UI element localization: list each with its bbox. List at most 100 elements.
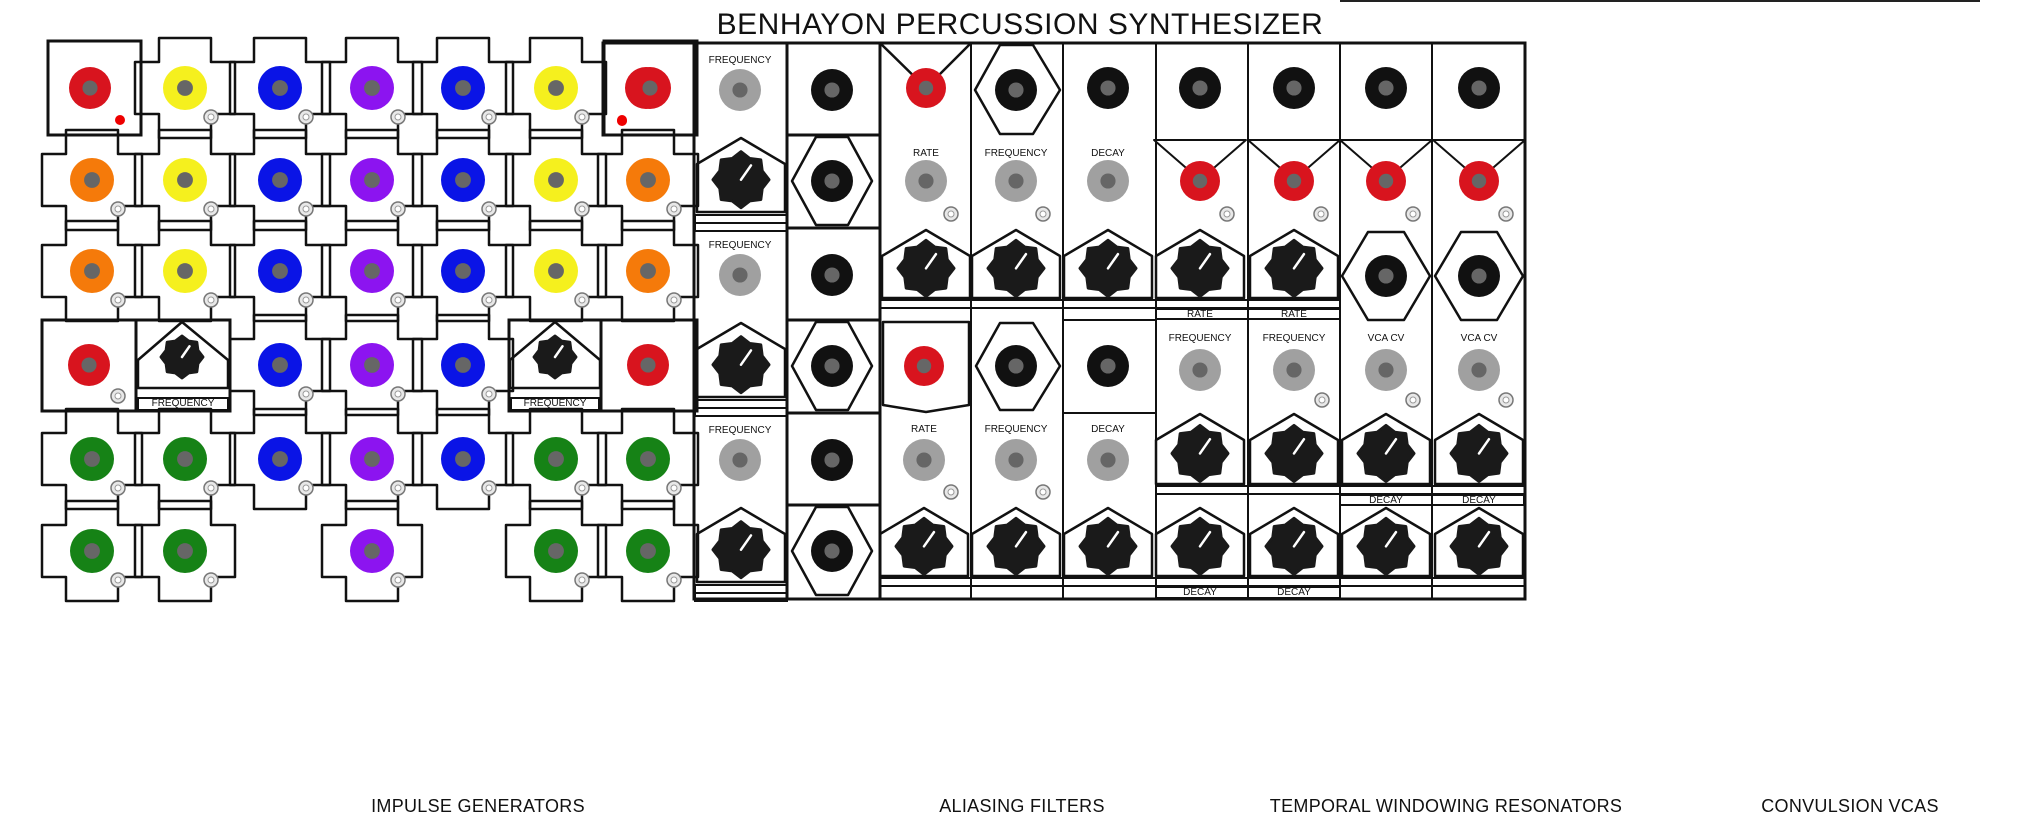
resonator-output-jack[interactable] bbox=[995, 345, 1037, 387]
frequency-knob-jack[interactable] bbox=[719, 254, 761, 296]
knob[interactable] bbox=[711, 150, 771, 210]
impulse-trigger-jack[interactable] bbox=[69, 67, 111, 109]
frequency-knob-jack[interactable] bbox=[995, 160, 1037, 202]
purple-jack[interactable] bbox=[350, 343, 394, 387]
resonator-trigger-jack[interactable] bbox=[906, 68, 946, 108]
vca_cv-knob-jack[interactable] bbox=[1365, 349, 1407, 391]
knob[interactable] bbox=[1170, 423, 1230, 483]
knob[interactable] bbox=[894, 516, 954, 576]
frequency-knob-jack[interactable] bbox=[719, 69, 761, 111]
knob[interactable] bbox=[1170, 238, 1230, 298]
resonator-output-jack[interactable] bbox=[1087, 345, 1129, 387]
knob[interactable] bbox=[986, 516, 1046, 576]
rate-knob-jack[interactable] bbox=[905, 160, 947, 202]
blue-jack[interactable] bbox=[441, 437, 485, 481]
filter-output-jack[interactable] bbox=[811, 254, 853, 296]
knob[interactable] bbox=[711, 335, 771, 395]
knob[interactable] bbox=[1449, 423, 1509, 483]
resonator-output-jack[interactable] bbox=[1365, 67, 1407, 109]
yellow-jack[interactable] bbox=[163, 158, 207, 202]
orange-jack[interactable] bbox=[70, 158, 114, 202]
knob[interactable] bbox=[1078, 516, 1138, 576]
knob[interactable] bbox=[1356, 516, 1416, 576]
purple-jack[interactable] bbox=[350, 529, 394, 573]
blue-jack[interactable] bbox=[258, 249, 302, 293]
frequency-knob-jack[interactable] bbox=[1273, 349, 1315, 391]
impulse-cell bbox=[411, 407, 515, 511]
vca_cv-knob-jack[interactable] bbox=[1458, 349, 1500, 391]
resonator-output-jack[interactable] bbox=[1179, 67, 1221, 109]
yellow-jack[interactable] bbox=[534, 158, 578, 202]
knob[interactable] bbox=[1449, 516, 1509, 576]
green-jack[interactable] bbox=[70, 437, 114, 481]
blue-jack[interactable] bbox=[441, 343, 485, 387]
orange-jack[interactable] bbox=[70, 249, 114, 293]
blue-jack[interactable] bbox=[258, 343, 302, 387]
section-label-aliasing-filters: ALIASING FILTERS bbox=[939, 796, 1105, 816]
filter-output-jack[interactable] bbox=[811, 530, 853, 572]
vca-trigger-jack[interactable] bbox=[1274, 161, 1314, 201]
blue-jack[interactable] bbox=[441, 249, 485, 293]
green-jack[interactable] bbox=[163, 437, 207, 481]
resonator-output-jack[interactable] bbox=[995, 69, 1037, 111]
green-jack[interactable] bbox=[534, 437, 578, 481]
vca-trigger-jack[interactable] bbox=[1180, 161, 1220, 201]
resonator-trigger-jack[interactable] bbox=[904, 346, 944, 386]
impulse-trigger-module bbox=[46, 39, 143, 137]
purple-jack[interactable] bbox=[350, 249, 394, 293]
knob[interactable] bbox=[1264, 238, 1324, 298]
frequency-knob-jack[interactable] bbox=[995, 439, 1037, 481]
blue-jack[interactable] bbox=[258, 66, 302, 110]
vca-output-jack[interactable] bbox=[1365, 255, 1407, 297]
knob[interactable] bbox=[1356, 423, 1416, 483]
resonator-output-jack[interactable] bbox=[1273, 67, 1315, 109]
blue-jack[interactable] bbox=[441, 158, 485, 202]
blue-jack[interactable] bbox=[441, 66, 485, 110]
impulse-trigger-jack[interactable] bbox=[627, 344, 669, 386]
green-jack[interactable] bbox=[626, 529, 670, 573]
green-jack[interactable] bbox=[163, 529, 207, 573]
resonator-output-jack[interactable] bbox=[1087, 67, 1129, 109]
filter-input-jack[interactable] bbox=[629, 67, 671, 109]
filter-output-jack[interactable] bbox=[811, 439, 853, 481]
rate-knob-jack[interactable] bbox=[903, 439, 945, 481]
impulse-trigger-jack[interactable] bbox=[68, 344, 110, 386]
filter-output-jack[interactable] bbox=[811, 160, 853, 202]
decay-knob-jack[interactable] bbox=[1087, 160, 1129, 202]
yellow-jack[interactable] bbox=[534, 66, 578, 110]
vca-output-jack[interactable] bbox=[1458, 255, 1500, 297]
vca-trigger-jack[interactable] bbox=[1366, 161, 1406, 201]
filter-output-jack[interactable] bbox=[811, 345, 853, 387]
purple-jack[interactable] bbox=[350, 437, 394, 481]
knob[interactable] bbox=[159, 334, 205, 380]
knob[interactable] bbox=[1170, 516, 1230, 576]
orange-jack[interactable] bbox=[626, 158, 670, 202]
knob[interactable] bbox=[1264, 516, 1324, 576]
knob[interactable] bbox=[896, 238, 956, 298]
frequency-knob-jack[interactable] bbox=[719, 439, 761, 481]
green-jack[interactable] bbox=[626, 437, 670, 481]
led-icon bbox=[1498, 206, 1514, 222]
blue-jack[interactable] bbox=[258, 437, 302, 481]
yellow-jack[interactable] bbox=[534, 249, 578, 293]
vca-trigger-jack[interactable] bbox=[1459, 161, 1499, 201]
filter-output-jack[interactable] bbox=[811, 69, 853, 111]
knob[interactable] bbox=[986, 238, 1046, 298]
purple-jack[interactable] bbox=[350, 66, 394, 110]
green-jack[interactable] bbox=[70, 529, 114, 573]
purple-jack[interactable] bbox=[350, 158, 394, 202]
led-icon bbox=[666, 572, 682, 588]
knob[interactable] bbox=[1264, 423, 1324, 483]
decay-knob-jack[interactable] bbox=[1087, 439, 1129, 481]
led-icon bbox=[203, 109, 219, 125]
yellow-jack[interactable] bbox=[163, 66, 207, 110]
orange-jack[interactable] bbox=[626, 249, 670, 293]
knob[interactable] bbox=[532, 334, 578, 380]
knob[interactable] bbox=[1078, 238, 1138, 298]
blue-jack[interactable] bbox=[258, 158, 302, 202]
yellow-jack[interactable] bbox=[163, 249, 207, 293]
resonator-output-jack[interactable] bbox=[1458, 67, 1500, 109]
knob[interactable] bbox=[711, 520, 771, 580]
frequency-knob-jack[interactable] bbox=[1179, 349, 1221, 391]
green-jack[interactable] bbox=[534, 529, 578, 573]
